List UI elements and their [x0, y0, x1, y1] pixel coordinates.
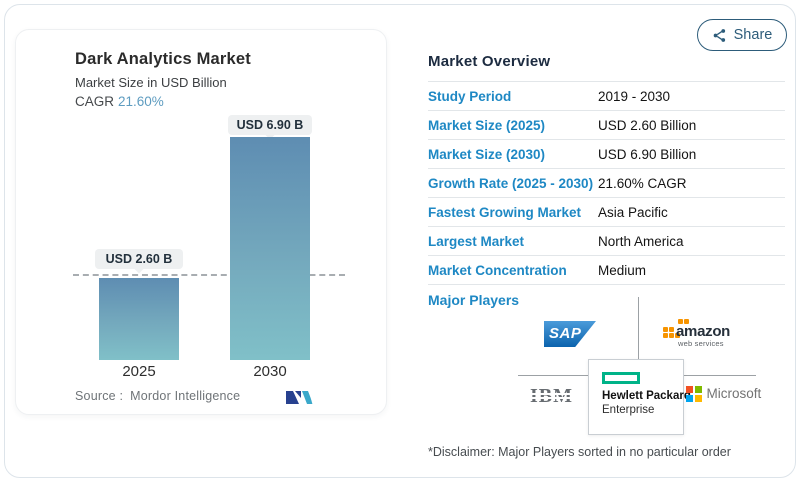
- table-row: Largest Market North America: [428, 227, 785, 256]
- row-label: Market Concentration: [428, 262, 567, 278]
- row-value: 21.60% CAGR: [598, 175, 687, 191]
- chart-subtitle: Market Size in USD Billion: [75, 75, 227, 90]
- disclaimer-text: *Disclaimer: Major Players sorted in no …: [428, 445, 731, 459]
- amazon-web-services-logo: amazon web services: [661, 315, 751, 351]
- connector-vertical-line: [638, 297, 639, 361]
- aws-cube-icon: [663, 333, 668, 338]
- row-value: Asia Pacific: [598, 204, 668, 220]
- microsoft-square-green: [694, 386, 702, 393]
- table-row: Study Period 2019 - 2030: [428, 82, 785, 111]
- x-axis-label-2030: 2030: [253, 363, 287, 380]
- row-value: 2019 - 2030: [598, 88, 671, 104]
- ibm-logo: IBM: [529, 385, 574, 407]
- hpe-green-rectangle-icon: [602, 372, 640, 384]
- aws-cube-icon: [675, 333, 680, 338]
- share-button[interactable]: Share: [697, 19, 787, 51]
- cagr-value: 21.60%: [118, 94, 164, 109]
- row-label: Fastest Growing Market: [428, 204, 582, 220]
- cagr-line: CAGR 21.60%: [75, 94, 164, 109]
- microsoft-square-yellow: [694, 394, 702, 402]
- microsoft-square-red: [686, 386, 693, 393]
- overview-table: Study Period 2019 - 2030 Market Size (20…: [428, 81, 785, 285]
- x-axis-label-2025: 2025: [122, 363, 156, 380]
- microsoft-squares-icon: [686, 386, 702, 402]
- cagr-label: CAGR: [75, 94, 115, 109]
- mordor-intelligence-logo-icon: [286, 390, 314, 405]
- source-row: Source : Mordor Intelligence: [75, 389, 240, 403]
- amazon-logo-text: amazon: [676, 323, 731, 340]
- row-label: Largest Market: [428, 233, 525, 249]
- bar-value-label-2030: USD 6.90 B: [228, 115, 312, 140]
- row-value: North America: [598, 233, 684, 249]
- share-label: Share: [733, 27, 773, 43]
- share-icon: [713, 28, 725, 42]
- aws-cube-icon: [669, 333, 674, 338]
- source-label: Source :: [75, 389, 124, 403]
- table-row: Growth Rate (2025 - 2030) 21.60% CAGR: [428, 169, 785, 198]
- table-row: Market Size (2030) USD 6.90 Billion: [428, 140, 785, 169]
- bar-2030: [230, 137, 310, 360]
- bar-value-text-2030: USD 6.90 B: [236, 118, 304, 132]
- bar-2025: [99, 278, 179, 360]
- reference-dashed-line: [73, 274, 345, 276]
- microsoft-logo-text: Microsoft: [706, 386, 762, 402]
- web-services-text: web services: [678, 339, 724, 348]
- source-value: Mordor Intelligence: [130, 389, 241, 403]
- hpe-logo-box: Hewlett Packard Enterprise: [588, 359, 691, 435]
- microsoft-logo: Microsoft: [686, 386, 761, 402]
- chart-card: Dark Analytics Market Market Size in USD…: [15, 29, 387, 415]
- sap-logo: SAP: [544, 321, 596, 347]
- microsoft-square-blue: [686, 394, 693, 402]
- aws-cube-icon: [678, 319, 683, 324]
- infographic-card: Share Dark Analytics Market Market Size …: [4, 4, 796, 478]
- bar-value-text-2025: USD 2.60 B: [105, 252, 173, 266]
- row-label: Study Period: [428, 88, 512, 104]
- row-label: Market Size (2025): [428, 117, 546, 133]
- row-value: Medium: [598, 262, 647, 278]
- aws-cube-icon: [684, 319, 689, 324]
- major-players-section: Major Players SAP amazon web services He…: [411, 289, 793, 441]
- table-row: Market Concentration Medium: [428, 256, 785, 285]
- hpe-logo-text: Hewlett Packard: [602, 390, 691, 402]
- sap-logo-text: SAP: [549, 325, 582, 342]
- bar-value-label-2025: USD 2.60 B: [95, 249, 183, 274]
- row-label: Market Size (2030): [428, 146, 546, 162]
- row-value: USD 2.60 Billion: [598, 117, 697, 133]
- overview-title: Market Overview: [428, 53, 551, 70]
- row-label: Growth Rate (2025 - 2030): [428, 175, 594, 191]
- hpe-logo-subtext: Enterprise: [602, 404, 655, 416]
- aws-cube-icon: [669, 327, 674, 332]
- aws-cube-icon: [663, 327, 668, 332]
- table-row: Market Size (2025) USD 2.60 Billion: [428, 111, 785, 140]
- table-row: Fastest Growing Market Asia Pacific: [428, 198, 785, 227]
- chart-title: Dark Analytics Market: [75, 50, 251, 68]
- row-value: USD 6.90 Billion: [598, 146, 697, 162]
- major-players-label: Major Players: [428, 292, 520, 308]
